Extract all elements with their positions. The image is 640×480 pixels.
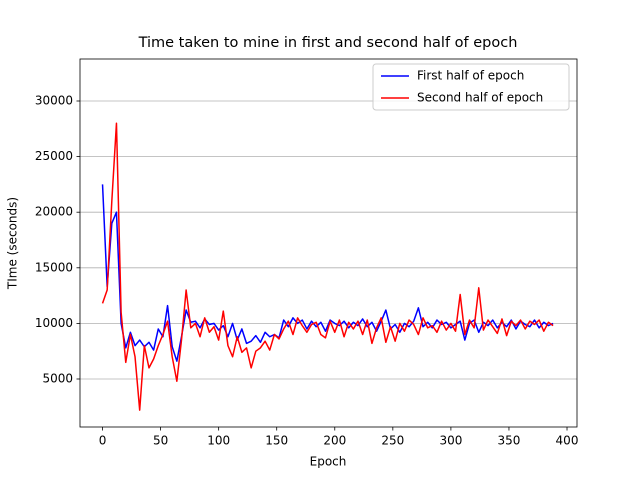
y-tick-label: 20000	[35, 205, 73, 219]
y-tick-label: 10000	[35, 316, 73, 330]
x-axis-label: Epoch	[310, 455, 347, 469]
x-tick-label: 400	[556, 434, 579, 448]
x-tick-label: 200	[323, 434, 346, 448]
legend-label: First half of epoch	[417, 69, 524, 83]
y-tick-label: 5000	[42, 371, 73, 385]
axes-frame	[79, 58, 578, 428]
y-tick-label: 30000	[35, 93, 73, 107]
data-line	[101, 184, 554, 362]
x-tick-label: 300	[439, 434, 462, 448]
y-tick-label: 15000	[35, 260, 73, 274]
legend-box	[372, 63, 570, 111]
legend: First half of epoch Second half of epoch	[372, 63, 570, 111]
x-tick-label: 0	[99, 434, 107, 448]
data-line	[101, 122, 554, 411]
y-axis-label: TIme (seconds)	[6, 197, 20, 290]
y-tick-label: 25000	[35, 149, 73, 163]
x-tick-label: 50	[153, 434, 168, 448]
plot-area	[101, 122, 554, 411]
chart-title: Time taken to mine in first and second h…	[138, 35, 518, 51]
x-tick-label: 350	[497, 434, 520, 448]
ticks: 5000 10000 15000 20000 25000 30000 0 50 100 150 20…	[35, 93, 579, 447]
x-tick-label: 250	[381, 434, 404, 448]
x-tick-label: 150	[265, 434, 288, 448]
legend-label: Second half of epoch	[417, 91, 543, 105]
x-tick-label: 100	[207, 434, 230, 448]
